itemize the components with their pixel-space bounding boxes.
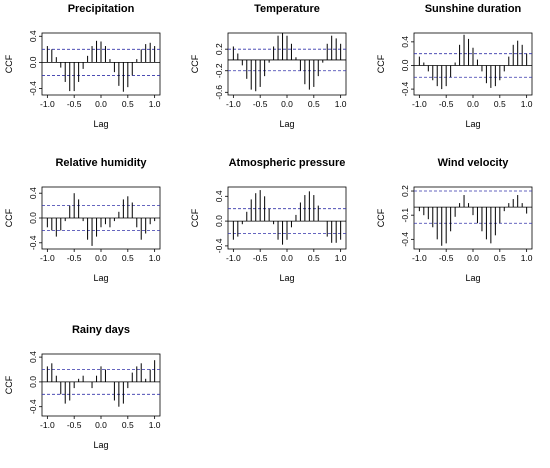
y-tick-label: -0.1 <box>400 208 410 223</box>
x-tick-label: -1.0 <box>412 99 427 109</box>
ccf-panel-1: Precipitation -1.0 -0.5 0.0 0.5 1.0 -0.4 0.0 0.4… <box>4 3 161 129</box>
x-tick-label: 0.5 <box>122 99 134 109</box>
y-tick-label: -0.4 <box>28 399 38 414</box>
y-tick-label: -0.4 <box>214 238 224 253</box>
panel-title: Temperature <box>254 3 320 15</box>
x-tick-label: 0.5 <box>494 253 506 263</box>
y-tick-label: -0.4 <box>400 232 410 247</box>
x-axis-label: Lag <box>93 440 108 450</box>
y-tick-label: 0.4 <box>28 187 38 199</box>
ccf-panel-2: Temperature -1.0 -0.5 0.0 0.5 1.0 -0.6 -0.2 0.2 L… <box>190 3 347 129</box>
x-axis-label: Lag <box>279 119 294 129</box>
x-tick-label: 1.0 <box>149 99 161 109</box>
y-tick-label: 0.4 <box>28 351 38 363</box>
x-tick-label: 0.0 <box>281 253 293 263</box>
plot-frame <box>414 187 532 249</box>
x-tick-label: -1.0 <box>412 253 427 263</box>
y-tick-label: 0.0 <box>28 376 38 388</box>
plot-frame <box>42 354 160 416</box>
x-tick-label: 0.0 <box>467 253 479 263</box>
ccf-panel-3: Sunshine duration -1.0 -0.5 0.0 0.5 1.0 -0.4 0.… <box>376 3 533 129</box>
y-tick-label: 0.0 <box>28 212 38 224</box>
y-tick-label: 0.4 <box>214 190 224 202</box>
x-tick-label: -0.5 <box>67 253 82 263</box>
y-axis-label: CCF <box>376 54 386 73</box>
y-tick-label: -0.4 <box>400 82 410 97</box>
panel-title: Precipitation <box>68 3 135 15</box>
ccf-panel-5: Atmospheric pressure -1.0 -0.5 0.0 0.5 1.0 -0.… <box>190 157 347 283</box>
x-axis-label: Lag <box>93 273 108 283</box>
x-tick-label: 0.5 <box>122 253 134 263</box>
y-tick-label: 0.0 <box>28 56 38 68</box>
y-axis-label: CCF <box>376 208 386 227</box>
x-tick-label: -1.0 <box>40 99 55 109</box>
y-tick-label: -0.6 <box>214 85 224 100</box>
x-tick-label: -1.0 <box>40 420 55 430</box>
x-tick-label: -0.5 <box>253 99 268 109</box>
x-tick-label: -0.5 <box>253 253 268 263</box>
x-tick-label: 0.0 <box>467 99 479 109</box>
x-tick-label: -0.5 <box>439 253 454 263</box>
y-tick-label: -0.2 <box>214 63 224 78</box>
x-axis-label: Lag <box>465 273 480 283</box>
y-tick-label: 0.2 <box>400 185 410 197</box>
ccf-panel-6: Wind velocity -1.0 -0.5 0.0 0.5 1.0 -0.4 -0.1 0.… <box>376 157 533 283</box>
x-tick-label: -0.5 <box>439 99 454 109</box>
x-tick-label: 1.0 <box>521 253 533 263</box>
x-tick-label: 1.0 <box>149 253 161 263</box>
panel-title: Sunshine duration <box>425 3 522 15</box>
y-tick-label: 0.2 <box>214 43 224 55</box>
x-tick-label: -0.5 <box>67 420 82 430</box>
x-axis-label: Lag <box>279 273 294 283</box>
y-tick-label: 0.4 <box>400 36 410 48</box>
y-axis-label: CCF <box>4 208 14 227</box>
x-tick-label: 1.0 <box>149 420 161 430</box>
y-tick-label: -0.4 <box>28 81 38 96</box>
y-tick-label: 0.0 <box>214 215 224 227</box>
x-tick-label: -0.5 <box>67 99 82 109</box>
y-axis-label: CCF <box>190 54 200 73</box>
x-tick-label: 0.5 <box>308 99 320 109</box>
x-tick-label: 0.0 <box>95 99 107 109</box>
x-tick-label: 0.5 <box>308 253 320 263</box>
y-axis-label: CCF <box>4 54 14 73</box>
x-tick-label: 0.5 <box>122 420 134 430</box>
ccf-panel-4: Relative humidity -1.0 -0.5 0.0 0.5 1.0 -0.4 0.… <box>4 157 161 283</box>
x-axis-label: Lag <box>93 119 108 129</box>
x-tick-label: 1.0 <box>521 99 533 109</box>
x-tick-label: -1.0 <box>226 99 241 109</box>
x-tick-label: -1.0 <box>40 253 55 263</box>
x-axis-label: Lag <box>465 119 480 129</box>
y-tick-label: 0.0 <box>400 59 410 71</box>
panel-title: Atmospheric pressure <box>229 157 346 169</box>
y-axis-label: CCF <box>4 375 14 394</box>
y-tick-label: -0.4 <box>28 235 38 250</box>
panel-title: Rainy days <box>72 324 130 336</box>
x-tick-label: -1.0 <box>226 253 241 263</box>
ccf-panel-7: Rainy days -1.0 -0.5 0.0 0.5 1.0 -0.4 0.0 0.4 Lag… <box>4 324 161 450</box>
y-axis-label: CCF <box>190 208 200 227</box>
x-tick-label: 0.5 <box>494 99 506 109</box>
panel-title: Wind velocity <box>438 157 510 169</box>
x-tick-label: 0.0 <box>95 420 107 430</box>
y-tick-label: 0.4 <box>28 30 38 42</box>
panel-title: Relative humidity <box>55 157 147 169</box>
x-tick-label: 1.0 <box>335 99 347 109</box>
x-tick-label: 0.0 <box>95 253 107 263</box>
x-tick-label: 1.0 <box>335 253 347 263</box>
x-tick-label: 0.0 <box>281 99 293 109</box>
